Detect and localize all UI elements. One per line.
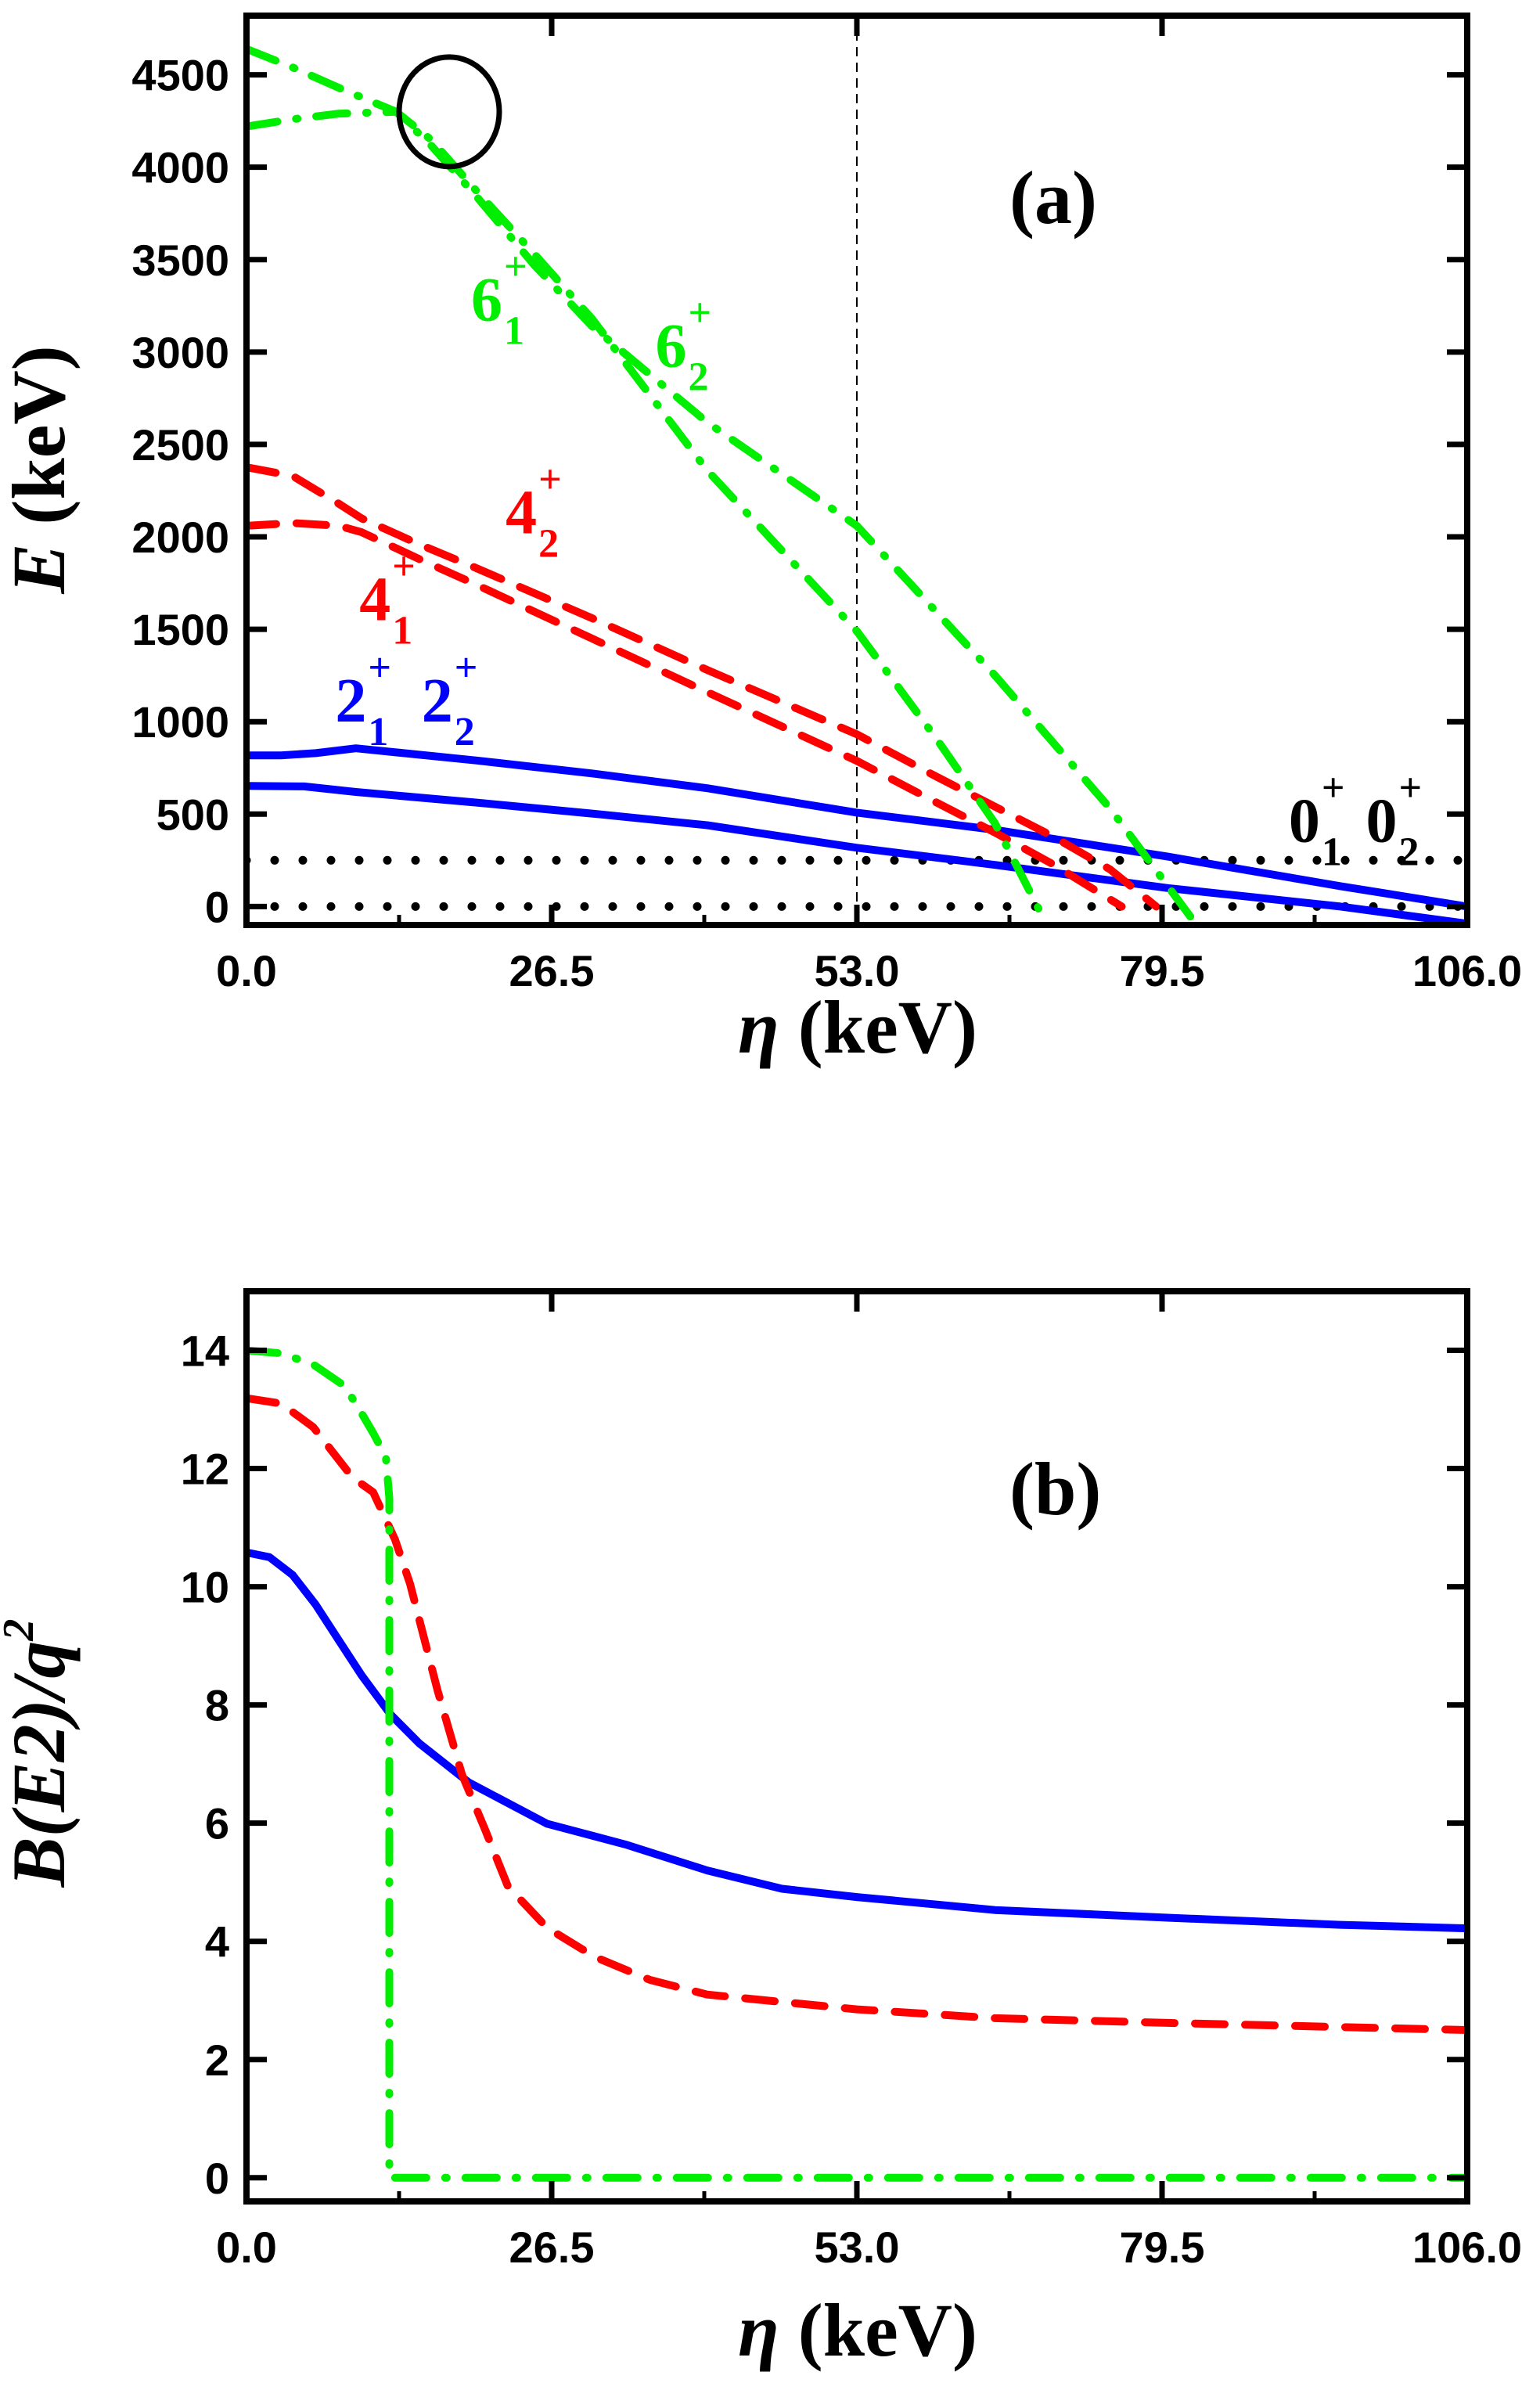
panel-b-x-symbol: η	[738, 2288, 779, 2372]
panel-a-state-labels: 6 +1 6 +24 +24 +12 +1 2 +20 +1 0 +2	[335, 245, 1422, 875]
state-label-4-1: 4 +1	[359, 544, 416, 653]
state-label-sub: 1	[368, 710, 388, 754]
state-label-sup: +	[1398, 766, 1422, 811]
y-tick-label: 2	[205, 2035, 229, 2085]
panel-b-x-axis-title: η (keV)	[738, 2288, 977, 2372]
x-tick-label: 0.0	[216, 2223, 277, 2272]
x-tick-label: 79.5	[1120, 2223, 1205, 2272]
state-label-2-1: 2 +1	[335, 646, 391, 754]
y-tick-label: 8	[205, 1681, 229, 1730]
y-tick-label: 12	[181, 1445, 229, 1494]
panel-a: 6 +1 6 +24 +24 +12 +1 2 +20 +1 0 +2 0.0 26.5 53.0 79.5…	[0, 13, 1522, 1069]
series-line-blue	[246, 1548, 1467, 1933]
series-line-4-2-	[246, 463, 1160, 911]
series-line-6-1-	[246, 107, 1051, 925]
panel-a-series	[246, 16, 1467, 925]
x-tick-label: 106.0	[1412, 946, 1522, 995]
panel-b-series	[246, 1346, 1467, 2182]
state-label-main: 0	[1365, 787, 1397, 856]
state-label-main: 4	[506, 478, 537, 547]
state-label-sub: 1	[392, 608, 412, 653]
state-label-sup: +	[688, 291, 711, 336]
x-tick-label: 106.0	[1412, 2223, 1522, 2272]
y-tick-label: 1000	[131, 697, 229, 747]
state-label-0-1: 0 +1	[1289, 766, 1345, 875]
y-tick-label: 2000	[131, 513, 229, 562]
panel-a-x-axis-title: η (keV)	[738, 985, 977, 1069]
panel-a-x-symbol: η	[738, 985, 779, 1069]
y-tick-label: 0	[205, 2154, 229, 2203]
panel-b-y-axis-title: B(E2)/q2	[0, 1619, 81, 1888]
state-label-sup: +	[368, 646, 391, 690]
state-label-sub: 2	[1398, 830, 1419, 875]
y-tick-label: 6	[205, 1799, 229, 1848]
y-tick-label: 10	[181, 1563, 229, 1612]
panel-a-x-unit: (keV)	[798, 985, 977, 1069]
panel-a-tag: (a)	[1009, 156, 1097, 239]
y-tick-label: 3500	[131, 236, 229, 285]
state-label-main: 2	[335, 667, 366, 736]
x-tick-label: 26.5	[509, 2223, 595, 2272]
panel-b: 0.0 26.5 53.0 79.5 106.0 0 2 4 6 8 10 12 14 (b) η (k…	[0, 1288, 1522, 2372]
panel-b-y-label: B(E2)/q	[0, 1641, 81, 1888]
series-line-2-2-	[246, 744, 1467, 911]
state-label-2-2: 2 +2	[422, 646, 478, 754]
x-tick-label: 79.5	[1120, 946, 1205, 995]
state-label-main: 4	[359, 565, 390, 634]
panel-b-tag: (b)	[1009, 1447, 1101, 1531]
highlight-circle	[396, 54, 502, 170]
y-tick-label: 3000	[131, 328, 229, 377]
state-label-sub: 2	[538, 521, 559, 566]
state-label-6-2: 6 +2	[655, 291, 711, 400]
state-label-sub: 1	[504, 309, 524, 354]
series-line-4-1-	[246, 519, 1126, 911]
y-tick-label: 4	[205, 1917, 229, 1967]
y-tick-label: 2500	[131, 420, 229, 470]
state-label-sub: 2	[455, 710, 475, 754]
panel-a-y-unit: (keV)	[0, 345, 81, 524]
state-label-main: 6	[471, 266, 502, 335]
state-label-main: 0	[1289, 787, 1320, 856]
state-label-4-2: 4 +2	[506, 457, 562, 566]
state-label-sub: 1	[1322, 830, 1342, 875]
x-tick-label: 53.0	[815, 2223, 900, 2272]
y-tick-label: 14	[181, 1326, 229, 1376]
state-label-main: 2	[422, 667, 453, 736]
x-tick-label: 0.0	[216, 946, 277, 995]
state-label-0-2: 0 +2	[1365, 766, 1422, 875]
panel-b-ticks: 0.0 26.5 53.0 79.5 106.0 0 2 4 6 8 10 12 14	[181, 1291, 1522, 2272]
x-tick-label: 53.0	[815, 946, 900, 995]
series-line-2-1-	[246, 782, 1467, 925]
panel-b-frame	[243, 1288, 1470, 2205]
state-label-sup: +	[504, 245, 527, 290]
panel-a-ticks: 0.0 26.5 53.0 79.5 106.0 0 500 1000 1500 2000 2500…	[131, 16, 1522, 995]
panel-a-y-axis-title: E (keV)	[0, 345, 81, 594]
state-label-sup: +	[538, 457, 562, 502]
series-line-6-2-	[246, 45, 1201, 925]
state-label-main: 6	[655, 312, 686, 381]
y-tick-label: 1500	[131, 605, 229, 654]
y-tick-label: 0	[205, 882, 229, 931]
series-line-red	[246, 1394, 1467, 2034]
state-label-6-1: 6 +1	[471, 245, 527, 354]
panel-b-x-unit: (keV)	[798, 2288, 977, 2372]
state-label-sup: +	[455, 646, 478, 690]
state-label-sup: +	[1322, 766, 1345, 811]
y-tick-label: 4500	[131, 51, 229, 100]
x-tick-label: 26.5	[509, 946, 595, 995]
y-tick-label: 500	[157, 790, 229, 839]
panel-a-y-symbol: E	[0, 544, 81, 595]
y-tick-label: 4000	[131, 143, 229, 193]
series-line-green	[246, 1346, 1467, 2182]
state-label-sub: 2	[688, 355, 708, 400]
panel-b-y-label-sup: 2	[0, 1619, 43, 1642]
state-label-sup: +	[392, 544, 416, 589]
